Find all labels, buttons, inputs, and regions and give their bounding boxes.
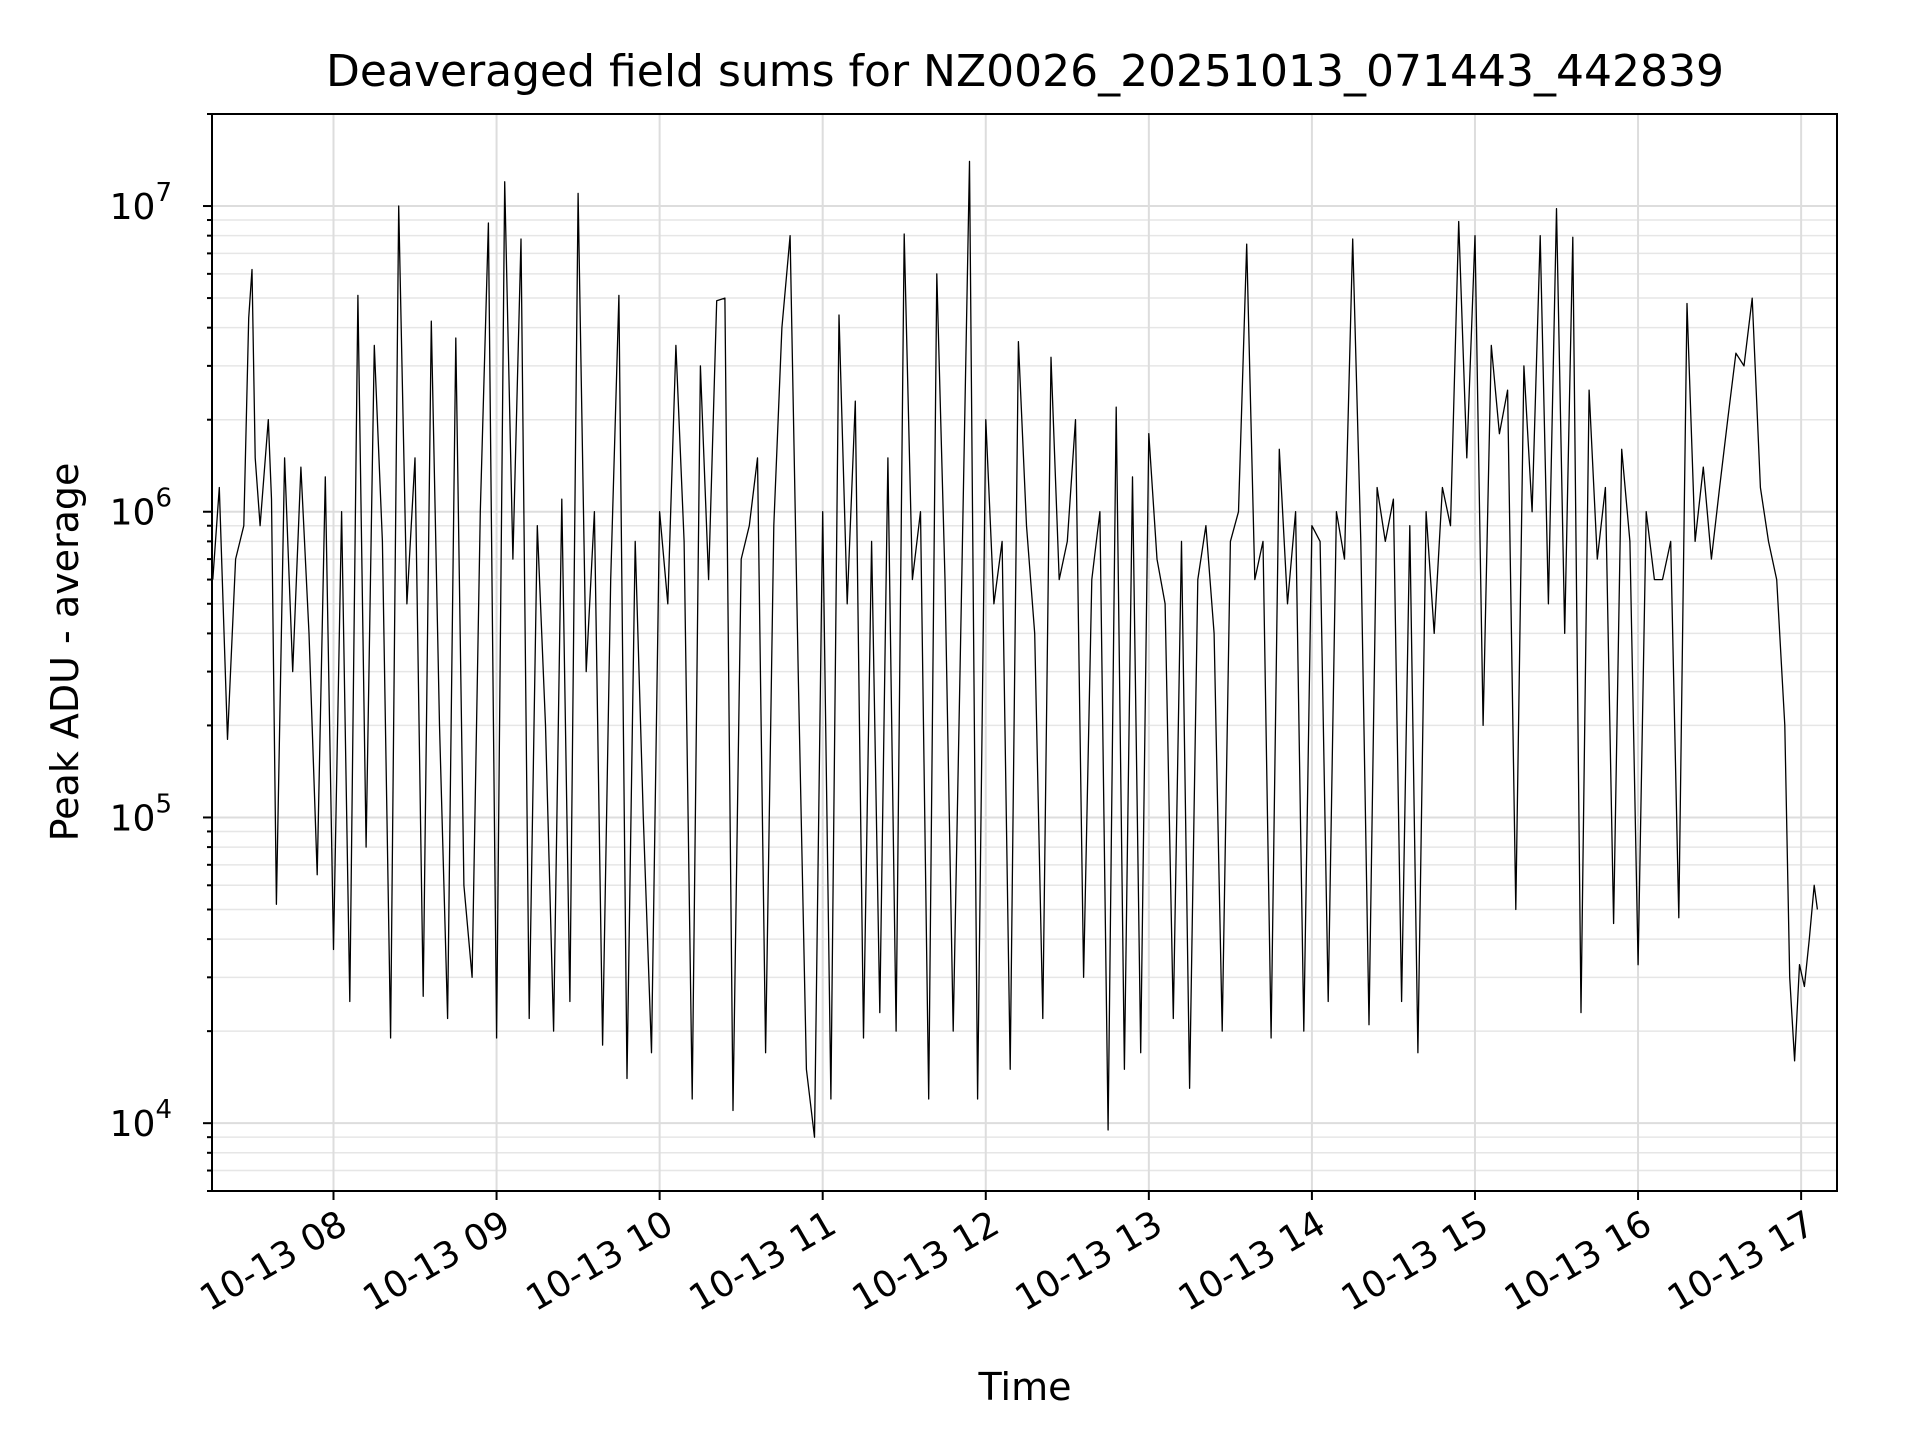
x-tick-label: 10-13 15 [1335, 1203, 1496, 1319]
x-tick-label: 10-13 17 [1661, 1203, 1822, 1319]
x-tick-label: 10-13 08 [193, 1203, 354, 1319]
plot-frame [211, 113, 1838, 1192]
series-line [212, 160, 1819, 1138]
y-tick-label: 106 [110, 484, 172, 534]
x-tick-label: 10-13 13 [1009, 1203, 1170, 1319]
x-tick-label: 10-13 16 [1498, 1203, 1659, 1319]
y-tick-label: 105 [110, 789, 172, 839]
x-axis-label: Time [978, 1365, 1072, 1409]
y-tick-label: 104 [110, 1095, 172, 1145]
x-tick-label: 10-13 14 [1172, 1203, 1333, 1319]
grid [212, 113, 1837, 1192]
chart-title: Deaveraged field sums for NZ0026_2025101… [326, 46, 1724, 97]
x-tick-label: 10-13 10 [519, 1203, 680, 1319]
x-tick-label: 10-13 09 [356, 1203, 517, 1319]
y-tick-label: 107 [110, 178, 172, 228]
x-tick-label: 10-13 11 [683, 1203, 844, 1319]
x-tick-label: 10-13 12 [846, 1203, 1007, 1319]
series-layer [212, 160, 1819, 1138]
y-axis-label: Peak ADU - average [43, 463, 87, 842]
